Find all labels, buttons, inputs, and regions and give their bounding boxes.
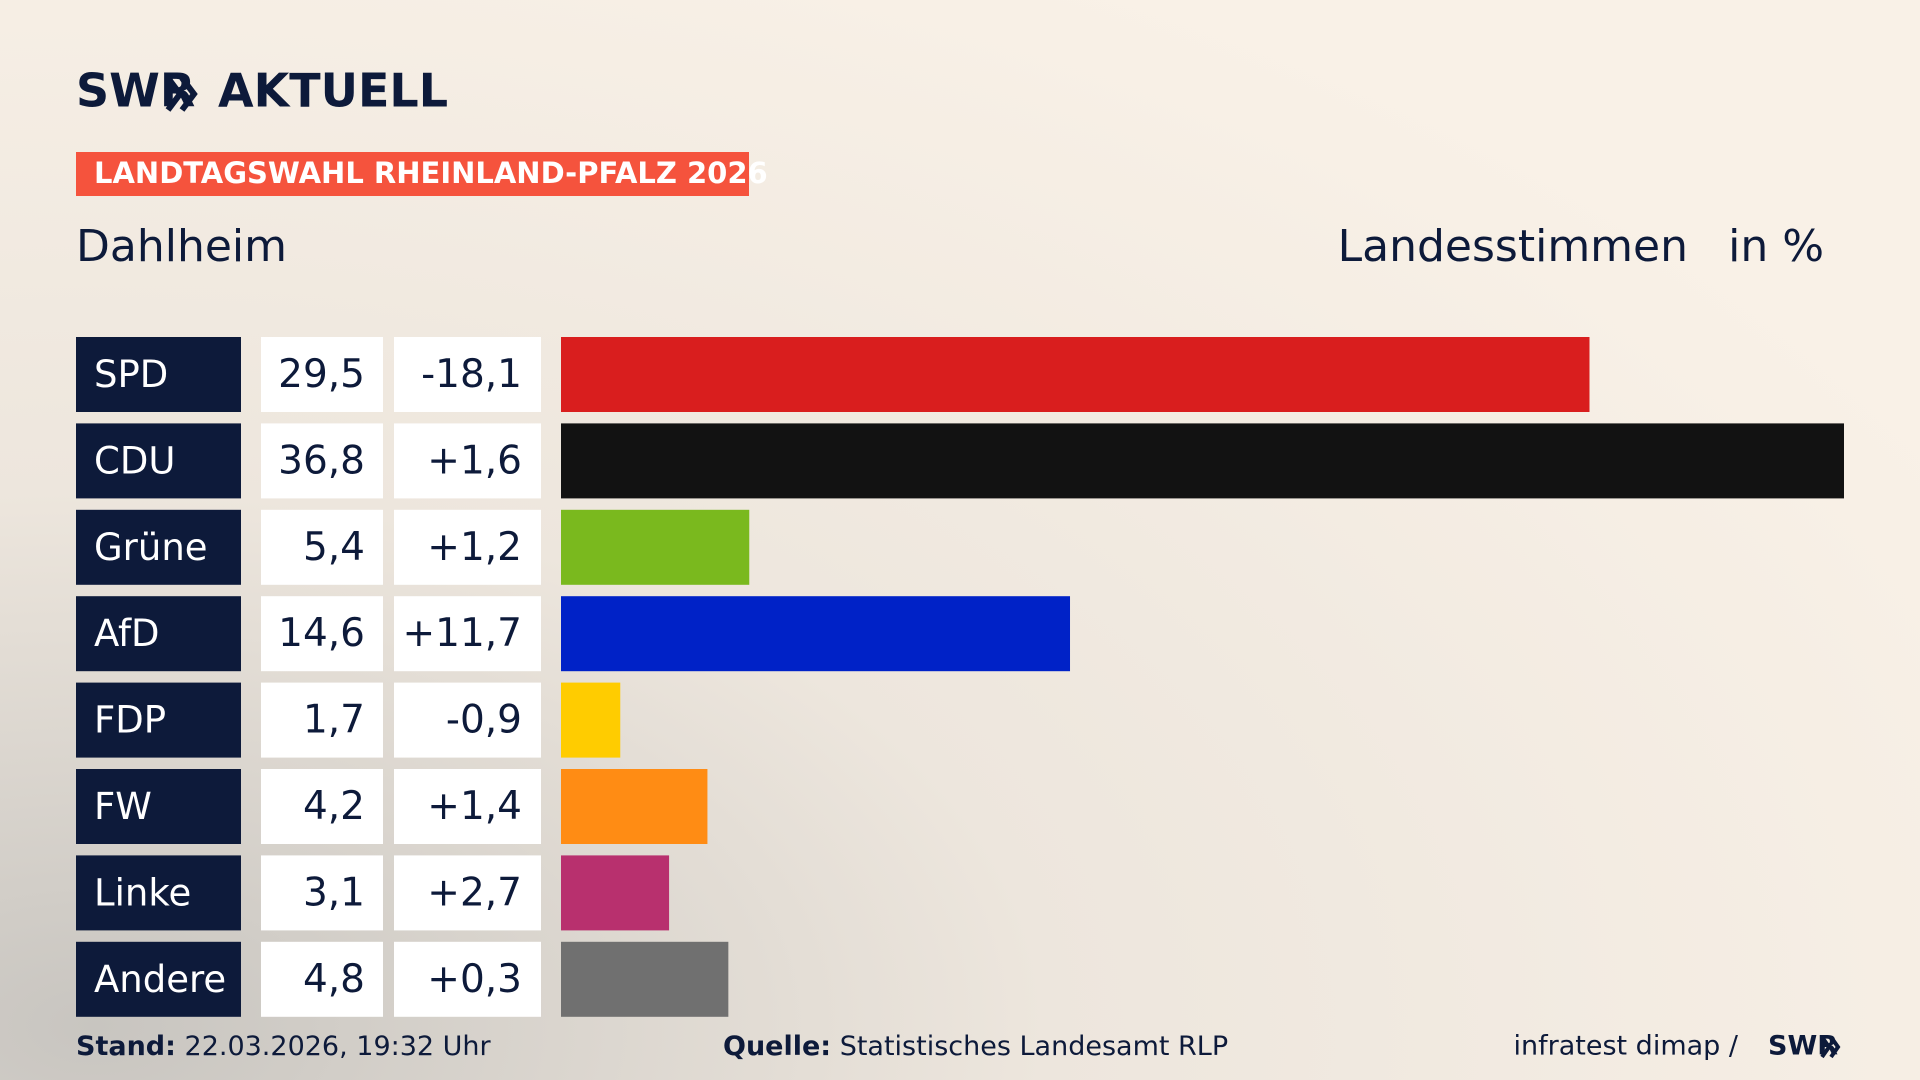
party-label: FW [94, 785, 152, 828]
value-label: 36,8 [278, 438, 365, 483]
badge [76, 152, 749, 196]
change-label: +0,3 [427, 957, 522, 1002]
value-box [261, 769, 383, 844]
value-label: 14,6 [278, 611, 365, 656]
value-label: 1,7 [303, 698, 365, 743]
change-box [394, 509, 541, 585]
party-box [76, 337, 241, 412]
party-label: Grüne [94, 526, 208, 569]
value-label: 4,2 [303, 784, 365, 829]
value-box [261, 596, 383, 672]
value-label: 4,8 [303, 957, 365, 1002]
value-box [261, 941, 383, 1017]
bar [561, 769, 708, 844]
change-label: +1,2 [427, 525, 522, 570]
value-box [261, 682, 383, 758]
value-label: 3,1 [303, 870, 365, 915]
stand-label: Stand: [76, 1031, 176, 1062]
change-box [394, 769, 541, 844]
party-box [76, 769, 241, 844]
change-box [394, 855, 541, 931]
party-box [76, 509, 241, 585]
bar [561, 941, 729, 1017]
party-box [76, 682, 241, 758]
value-label: 5,4 [303, 525, 365, 570]
party-box [76, 941, 241, 1017]
change-box [394, 423, 541, 499]
footer-credit: infratest dimap / [1513, 1031, 1738, 1062]
bar [561, 509, 750, 585]
party-label: AfD [94, 612, 160, 655]
party-label: FDP [94, 699, 166, 742]
chart-title: Dahlheim [76, 221, 287, 272]
badge-text: LANDTAGSWAHL RHEINLAND-PFALZ 2026 [94, 156, 768, 190]
footer-stand: Stand: 22.03.2026, 19:32 Uhr [76, 1031, 492, 1062]
change-label: +2,7 [427, 870, 522, 915]
bar [561, 423, 1844, 499]
source-value: Statistisches Landesamt RLP [840, 1031, 1228, 1062]
party-label: Linke [94, 871, 191, 914]
logo-chevrons [165, 76, 198, 112]
chart-subtitle: Landesstimmen [1338, 221, 1688, 272]
change-label: +1,4 [427, 784, 522, 829]
unit-label: in % [1728, 221, 1824, 272]
value-box [261, 423, 383, 499]
footer-source: Quelle: Statistisches Landesamt RLP [723, 1031, 1228, 1062]
party-label: SPD [94, 353, 168, 396]
party-label: CDU [94, 439, 175, 482]
bar [561, 596, 1071, 672]
bar [561, 337, 1590, 412]
change-box [394, 596, 541, 672]
value-label: 29,5 [278, 352, 365, 397]
rows: SPD 29,5 -18,1 CDU 36,8 +1,6 Grüne 5,4 +1,2 AfD 14… [76, 337, 1844, 1017]
party-box [76, 423, 241, 499]
party-box [76, 855, 241, 931]
change-box [394, 337, 541, 412]
party-label: Andere [94, 958, 226, 1001]
change-label: -0,9 [446, 698, 522, 743]
footer-chevrons [1820, 1035, 1841, 1059]
change-label: +11,7 [402, 611, 522, 656]
change-label: +1,6 [427, 438, 522, 483]
value-box [261, 337, 383, 412]
source-label: Quelle: [723, 1031, 831, 1062]
bar [561, 682, 621, 758]
change-label: -18,1 [421, 352, 522, 397]
value-box [261, 855, 383, 931]
logo-product: AKTUELL [218, 64, 448, 118]
stand-value: 22.03.2026, 19:32 Uhr [185, 1031, 492, 1062]
change-box [394, 682, 541, 758]
bar [561, 855, 670, 931]
value-box [261, 509, 383, 585]
party-box [76, 596, 241, 672]
change-box [394, 941, 541, 1017]
